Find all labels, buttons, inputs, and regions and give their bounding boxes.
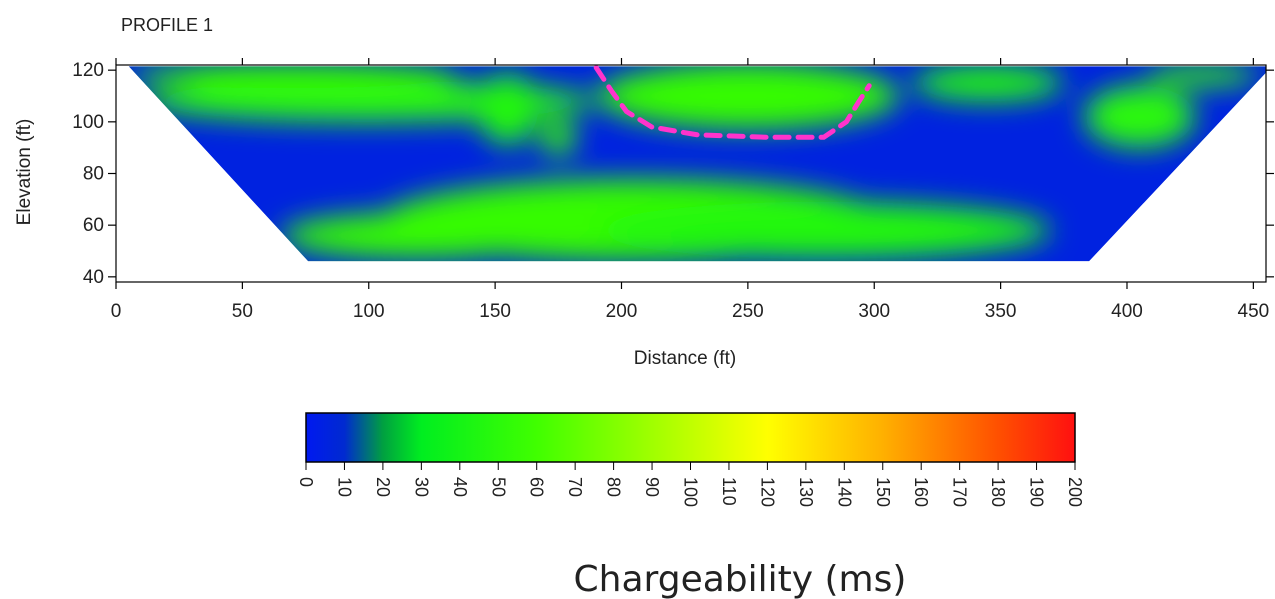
chargeability-zone-9 [912,66,1064,102]
x-tick-label: 300 [858,301,890,322]
colorbar-tick-label: 140 [834,477,854,507]
colorbar-tick-label: 200 [1065,477,1085,507]
colorbar-tick-label: 80 [604,477,624,497]
boundary-line-group [593,65,872,140]
x-tick-label: 50 [232,301,253,322]
chargeability-zone-1 [128,66,458,89]
x-tick-label: 250 [732,301,764,322]
colorbar-tick-label: 50 [488,477,508,497]
colorbar-gradient [305,412,1076,463]
chargeability-zone-2 [477,72,539,146]
x-axis-label: Distance (ft) [634,348,736,369]
y-axis-label: Elevation (ft) [14,119,35,226]
colorbar-tick-label: 130 [796,477,816,507]
y-tick-label: 40 [83,267,104,288]
x-tick-label: 400 [1111,301,1143,322]
chargeability-zone-7 [280,212,559,259]
y-tick-label: 60 [83,215,104,236]
colorbar-tick-label: 150 [873,477,893,507]
colorbar-tick-label: 20 [373,477,393,497]
x-tick-label: 350 [985,301,1017,322]
colorbar-tick-label: 170 [950,477,970,507]
colorbar-tick-label: 30 [411,477,431,497]
colorbar-tick-label: 70 [565,477,585,497]
colorbar-tick-label: 180 [988,477,1008,507]
x-tick-label: 100 [353,301,385,322]
boundary-dashed-line [593,65,872,140]
chargeability-zone-3 [540,119,576,156]
colorbar-tick-label: 160 [911,477,931,507]
chargeability-zone-6 [596,201,1052,259]
y-tick-label: 100 [72,112,104,133]
colorbar-tick-label: 190 [1027,477,1047,507]
colorbar-tick-label: 100 [681,477,701,507]
colorbar-tick-label: 120 [757,477,777,507]
y-tick-label: 120 [72,60,104,81]
chargeability-zone-4 [596,66,900,130]
x-tick-label: 150 [479,301,511,322]
x-tick-label: 200 [606,301,638,322]
profile-title: PROFILE 1 [121,15,213,35]
colorbar-tick-label: 0 [296,477,316,487]
chargeability-section [116,66,1266,262]
colorbar-ticks: 0 10 20 30 40 50 60 70 80 90 100 110 120 130 140 150 160… [296,462,1085,507]
profile-panel: PROFILE 1 0 50 100 150 200 250 300 350 400 450 40 6… [14,15,1274,369]
x-tick-label: 450 [1238,301,1270,322]
colorbar-label: Chargeability (ms) [574,559,907,599]
colorbar-tick-label: 60 [527,477,547,497]
colorbar-tick-label: 10 [334,477,354,497]
x-tick-label: 0 [111,301,122,322]
chargeability-zone-10 [1147,66,1259,86]
colorbar: 0 10 20 30 40 50 60 70 80 90 100 110 120 130 140 150 160… [296,412,1085,599]
profile-axes: 0 50 100 150 200 250 300 350 400 450 40 60 80 100 120 [72,58,1274,322]
colorbar-tick-label: 90 [642,477,662,497]
colorbar-tick-label: 40 [450,477,470,497]
chargeability-zone-8 [1084,85,1196,148]
y-tick-label: 80 [83,164,104,185]
colorbar-tick-label: 110 [719,477,739,506]
